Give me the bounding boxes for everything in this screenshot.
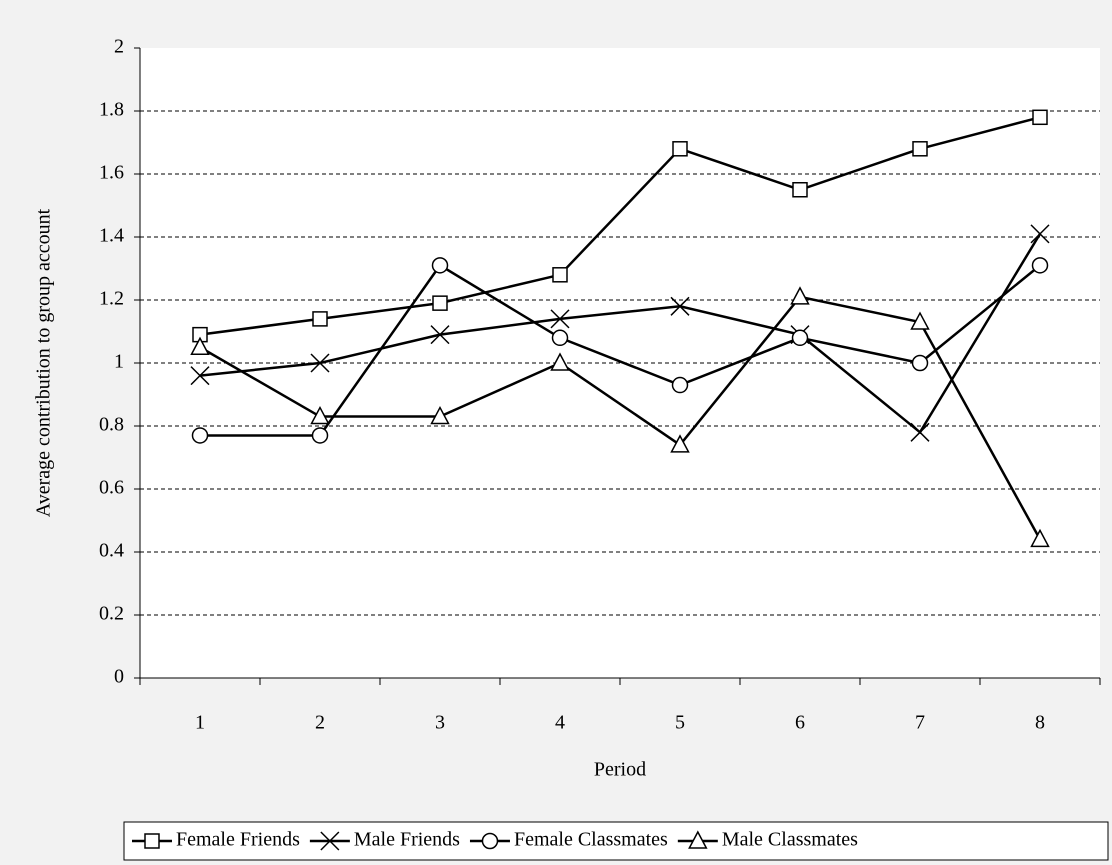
x-axis-label: Period xyxy=(594,759,646,781)
marker xyxy=(792,182,808,198)
marker xyxy=(670,296,690,316)
x-tick-label: 8 xyxy=(1035,712,1045,734)
marker xyxy=(190,336,210,355)
y-tick-label: 0.8 xyxy=(99,414,124,436)
marker xyxy=(790,286,810,305)
x-tick-label: 7 xyxy=(915,712,925,734)
marker xyxy=(320,831,340,851)
marker xyxy=(430,325,450,345)
x-tick-label: 1 xyxy=(195,712,205,734)
marker xyxy=(552,267,568,283)
marker xyxy=(1030,224,1050,244)
y-tick-label: 1.8 xyxy=(99,99,124,121)
y-tick-label: 1 xyxy=(114,351,124,373)
marker xyxy=(144,833,160,849)
marker xyxy=(481,832,499,850)
marker xyxy=(310,405,330,425)
marker xyxy=(1032,109,1048,126)
y-tick-label: 2 xyxy=(114,36,124,58)
legend-label: Male Classmates xyxy=(722,829,858,851)
marker xyxy=(1030,528,1050,548)
marker xyxy=(910,422,930,442)
series-line xyxy=(199,295,1042,541)
marker xyxy=(910,311,930,330)
x-tick-label: 5 xyxy=(675,712,685,734)
y-tick-label: 0.2 xyxy=(99,603,124,625)
x-tick-label: 3 xyxy=(435,712,445,734)
marker xyxy=(671,376,689,394)
marker xyxy=(432,295,448,311)
marker xyxy=(672,141,688,157)
legend-label: Female Friends xyxy=(176,829,300,851)
y-tick-label: 0.6 xyxy=(99,477,124,499)
y-tick-label: 1.4 xyxy=(99,225,124,247)
series-line xyxy=(199,116,1041,336)
y-tick-label: 0 xyxy=(114,666,124,688)
marker xyxy=(190,366,210,386)
marker xyxy=(551,329,569,347)
x-tick-label: 4 xyxy=(555,712,565,734)
x-tick-label: 2 xyxy=(315,712,325,734)
x-tick-label: 6 xyxy=(795,712,805,734)
marker xyxy=(912,141,928,157)
series-line xyxy=(200,263,1041,437)
y-axis-label: Average contribution to group account xyxy=(33,208,55,517)
marker xyxy=(431,257,449,274)
marker xyxy=(311,427,329,444)
y-tick-label: 0.4 xyxy=(99,540,124,562)
series-line xyxy=(199,233,1042,435)
marker xyxy=(911,354,929,372)
legend-label: Female Classmates xyxy=(514,829,668,851)
y-tick-label: 1.6 xyxy=(99,162,124,184)
y-tick-label: 1.2 xyxy=(99,288,124,310)
legend xyxy=(123,821,1109,861)
marker xyxy=(312,311,328,327)
marker xyxy=(191,427,209,444)
marker xyxy=(550,352,570,371)
marker xyxy=(670,434,690,453)
marker xyxy=(1031,257,1049,274)
marker xyxy=(688,830,708,849)
marker xyxy=(430,405,450,425)
marker xyxy=(310,353,330,373)
marker xyxy=(550,309,570,329)
legend-label: Male Friends xyxy=(354,829,460,851)
marker xyxy=(791,329,809,347)
